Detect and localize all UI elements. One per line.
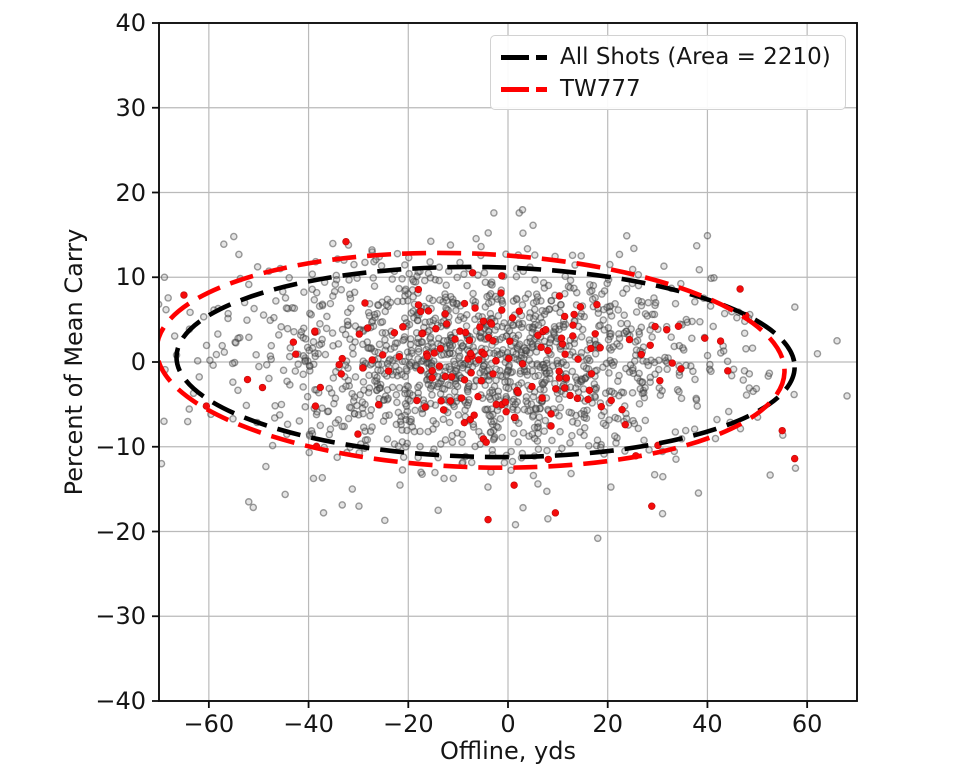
y-tick-label: −30 <box>95 602 146 631</box>
x-tick-label: −20 <box>382 710 434 738</box>
legend-row-all-shots: All Shots (Area = 2210) <box>501 41 835 73</box>
legend-label-all-shots: All Shots (Area = 2210) <box>560 44 831 70</box>
x-tick-label: −60 <box>183 710 235 738</box>
x-tick-label: 20 <box>592 710 623 738</box>
legend-row-tw777: TW777 <box>501 73 835 105</box>
x-tick-label: 40 <box>692 710 723 738</box>
x-axis-label: Offline, yds <box>440 737 576 765</box>
y-tick-label: 20 <box>115 178 146 207</box>
legend-label-tw777: TW777 <box>560 76 641 102</box>
legend: All Shots (Area = 2210) TW777 <box>490 35 846 110</box>
y-tick-label: −20 <box>95 517 146 546</box>
y-tick-label: 0 <box>130 348 146 376</box>
tw777-dash-sample-icon <box>501 86 547 92</box>
y-tick-label: 10 <box>115 263 146 292</box>
all-shots-dash-sample-icon <box>501 54 547 60</box>
x-tick-label: −40 <box>283 710 334 738</box>
y-axis-label: Percent of Mean Carry <box>60 228 88 496</box>
y-tick-label: −40 <box>95 687 146 715</box>
x-tick-label: 60 <box>791 710 823 738</box>
x-tick-label: 0 <box>500 710 516 738</box>
y-tick-label: 40 <box>115 9 146 37</box>
y-tick-label: −10 <box>95 432 146 461</box>
y-tick-label: 30 <box>115 93 146 122</box>
